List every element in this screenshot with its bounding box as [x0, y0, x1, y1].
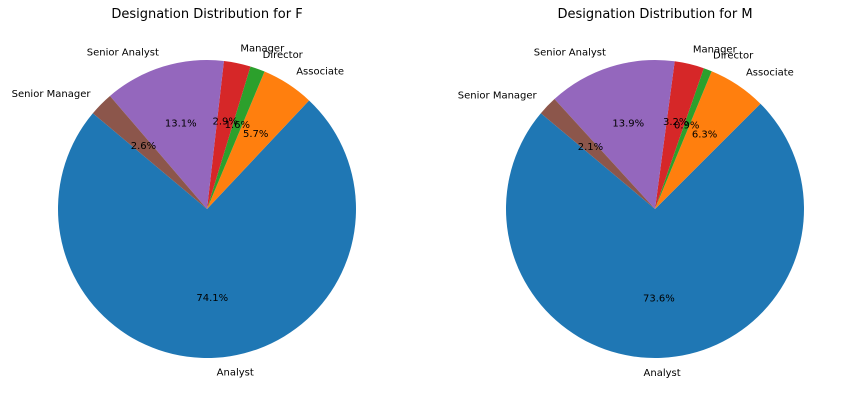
slice-label-f-director: Director	[263, 50, 304, 61]
slice-label-m-director: Director	[713, 51, 754, 62]
pct-label-m-associate: 6.3%	[692, 130, 717, 141]
pie-slice-f-senior-manager	[92, 95, 207, 209]
slice-label-f-associate: Associate	[296, 67, 344, 78]
pie-slice-m-analyst	[505, 103, 804, 358]
pie-slice-f-associate	[207, 71, 310, 209]
pct-label-f-associate: 5.7%	[243, 129, 268, 140]
pct-label-m-manager: 3.2%	[663, 117, 688, 128]
slice-label-f-senior-manager: Senior Manager	[12, 89, 92, 100]
pie-slice-f-director	[207, 66, 265, 209]
pie-slice-m-manager	[655, 61, 704, 210]
slice-label-m-senior-manager: Senior Manager	[458, 91, 538, 102]
slice-label-m-manager: Manager	[693, 45, 738, 56]
pie-slices-m	[505, 60, 804, 358]
pie-slice-f-analyst	[57, 100, 356, 358]
slice-label-f-senior-analyst: Senior Analyst	[87, 47, 159, 58]
pie-labels-f: Analyst 74.1% Associate 5.7% Director 1.6% Man…	[12, 44, 344, 379]
pct-label-f-analyst: 74.1%	[196, 293, 228, 304]
slice-label-f-manager: Manager	[240, 44, 285, 55]
slice-label-m-senior-analyst: Senior Analyst	[534, 48, 606, 59]
pct-label-m-analyst: 73.6%	[643, 293, 675, 304]
pct-label-f-senior-analyst: 13.1%	[165, 119, 197, 130]
pie-chart-m: Designation Distribution for M Analyst 73…	[458, 7, 804, 379]
pie-slice-f-manager	[207, 60, 251, 210]
pct-label-m-senior-manager: 2.1%	[578, 142, 603, 153]
pct-label-f-director: 1.6%	[225, 120, 250, 131]
pct-label-f-senior-manager: 2.6%	[131, 141, 156, 152]
pie-labels-m: Analyst 73.6% Associate 6.3% Director 0.9% Man…	[458, 45, 794, 379]
pie-slice-m-associate	[655, 71, 761, 209]
slice-label-m-associate: Associate	[746, 68, 794, 79]
pie-slice-m-senior-manager	[540, 99, 655, 209]
pct-label-f-manager: 2.9%	[212, 116, 237, 127]
slice-label-m-analyst: Analyst	[644, 368, 681, 379]
pie-chart-f: Designation Distribution for F Analyst 74…	[12, 7, 356, 379]
pie-slices-f	[57, 59, 356, 358]
pie-slice-m-senior-analyst	[554, 60, 675, 210]
pct-label-m-senior-analyst: 13.9%	[612, 119, 644, 130]
chart-title-m: Designation Distribution for M	[557, 7, 752, 22]
pct-label-m-director: 0.9%	[674, 120, 699, 131]
slice-label-f-analyst: Analyst	[217, 368, 254, 379]
chart-title-f: Designation Distribution for F	[111, 7, 302, 22]
pie-slice-m-director	[655, 68, 712, 209]
pie-slice-f-senior-analyst	[109, 59, 224, 209]
